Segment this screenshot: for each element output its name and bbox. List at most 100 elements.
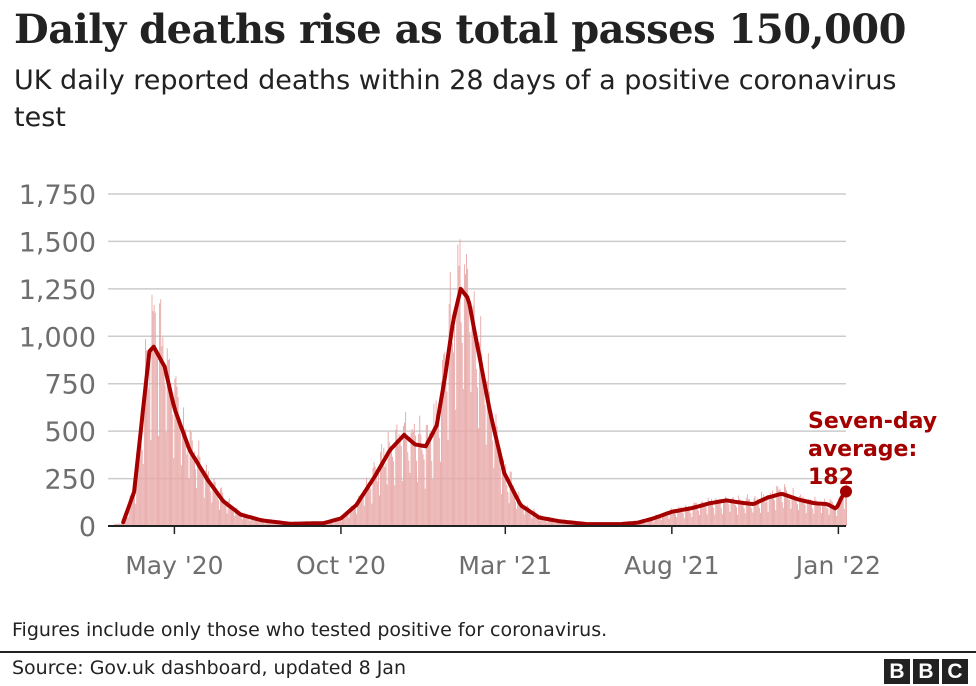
daily-bar [739, 498, 741, 526]
daily-bar [188, 478, 190, 526]
daily-bar [441, 381, 442, 526]
daily-bar [146, 350, 147, 526]
daily-bar [794, 499, 796, 526]
daily-bar [671, 509, 673, 526]
daily-bar [740, 503, 742, 526]
daily-bar [236, 507, 238, 526]
daily-bar [732, 497, 734, 526]
daily-bar [265, 519, 267, 526]
daily-bar [420, 434, 422, 526]
daily-bar [521, 504, 523, 526]
daily-bar [505, 464, 507, 526]
daily-bar [818, 504, 820, 526]
daily-bar [261, 520, 263, 526]
daily-bar [545, 519, 547, 526]
daily-bar [785, 487, 786, 526]
daily-bar [677, 509, 679, 526]
daily-bar [651, 519, 653, 526]
daily-bar [786, 490, 788, 526]
daily-bar [330, 521, 331, 526]
daily-bar [549, 518, 551, 526]
daily-bar [470, 392, 472, 526]
daily-bar [456, 305, 458, 526]
daily-bar [539, 520, 540, 526]
daily-bar [774, 500, 776, 526]
daily-bar [235, 508, 237, 526]
daily-bar [717, 501, 719, 526]
daily-bar [737, 514, 739, 526]
annotation: Seven-day average: 182 [808, 409, 937, 498]
daily-bar [182, 426, 183, 526]
daily-bar [381, 443, 383, 526]
daily-bar [432, 479, 434, 526]
daily-bar [504, 472, 506, 526]
daily-bar [798, 509, 800, 526]
daily-bar [819, 506, 821, 526]
daily-bar [463, 264, 465, 526]
chart-subtitle: UK daily reported deaths within 28 days … [14, 65, 897, 133]
daily-bar [681, 512, 683, 526]
daily-bar [730, 499, 732, 526]
daily-bar [215, 490, 217, 526]
daily-bar [184, 429, 186, 526]
daily-bar [202, 474, 204, 526]
daily-bar [778, 490, 780, 526]
daily-bar [266, 520, 268, 526]
daily-bar [690, 512, 692, 526]
bbc-logo-letter: B [913, 659, 939, 684]
daily-bar [198, 440, 200, 526]
daily-bar [466, 253, 468, 527]
daily-bar [117, 523, 119, 526]
daily-bar [126, 515, 128, 526]
daily-bar [679, 508, 681, 526]
daily-bar [481, 353, 483, 526]
daily-bar [656, 517, 658, 526]
daily-bar [383, 447, 385, 526]
daily-bar [471, 313, 473, 526]
daily-bar [533, 509, 535, 526]
daily-bar [127, 517, 129, 526]
daily-bar [553, 520, 555, 526]
daily-bar [800, 494, 802, 526]
daily-bar [227, 500, 229, 526]
daily-bar [245, 514, 247, 526]
daily-bar [815, 499, 817, 526]
daily-bar [455, 409, 457, 526]
bbc-logo-letter: C [942, 659, 968, 684]
daily-bar [650, 518, 651, 526]
daily-bar [457, 244, 459, 526]
daily-bar [348, 517, 350, 526]
daily-bar [205, 464, 207, 526]
daily-bar [499, 468, 501, 526]
daily-bar [231, 505, 232, 526]
daily-bar [685, 506, 687, 526]
daily-bar [340, 521, 342, 526]
daily-bar [709, 503, 711, 526]
daily-bar [201, 473, 203, 526]
daily-bar [135, 503, 137, 526]
daily-bar [413, 423, 415, 526]
daily-bar [701, 501, 703, 526]
daily-bar [486, 380, 488, 526]
daily-bar [807, 498, 809, 526]
daily-bar [491, 413, 493, 526]
daily-bar [134, 492, 136, 526]
daily-bar [517, 497, 519, 526]
daily-bar [217, 500, 219, 526]
daily-bar [172, 414, 174, 526]
daily-bar [250, 514, 252, 526]
daily-bar [151, 294, 153, 526]
daily-bar [566, 522, 568, 526]
daily-bar [416, 460, 417, 526]
daily-bar [350, 505, 352, 526]
daily-bar [210, 491, 212, 526]
daily-bar [812, 508, 814, 526]
daily-bar [823, 502, 825, 526]
daily-bar [838, 498, 840, 526]
daily-bar [817, 503, 819, 526]
daily-bar [360, 497, 362, 526]
daily-bar [190, 431, 192, 526]
daily-bar [244, 513, 245, 526]
daily-bar [713, 507, 715, 526]
daily-bar [727, 499, 729, 526]
